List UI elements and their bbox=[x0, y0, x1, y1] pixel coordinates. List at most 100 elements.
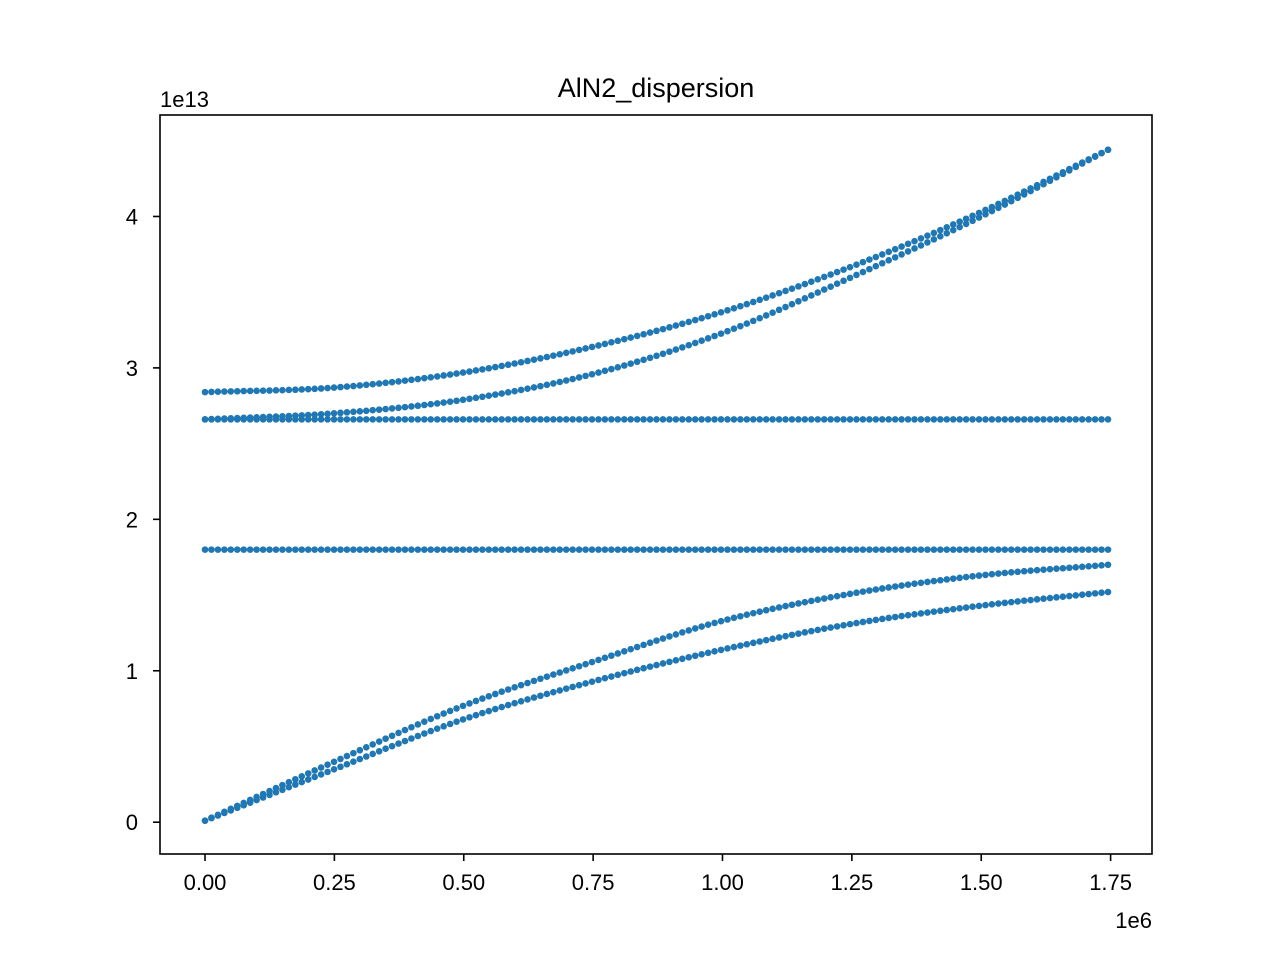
data-point bbox=[666, 546, 673, 553]
data-point bbox=[1020, 416, 1028, 423]
data-point bbox=[498, 546, 506, 553]
data-point bbox=[1078, 416, 1086, 423]
data-point bbox=[685, 627, 693, 634]
data-point bbox=[775, 306, 783, 314]
data-point bbox=[1007, 598, 1015, 606]
data-point bbox=[853, 619, 860, 627]
data-point bbox=[659, 635, 667, 642]
data-point bbox=[704, 621, 712, 629]
data-point bbox=[375, 546, 383, 553]
data-point bbox=[362, 381, 370, 389]
data-point bbox=[601, 416, 609, 423]
data-point bbox=[801, 280, 809, 288]
data-point bbox=[491, 546, 499, 553]
data-point bbox=[304, 411, 312, 419]
data-point bbox=[388, 546, 396, 553]
data-point bbox=[885, 546, 893, 553]
data-point bbox=[569, 665, 576, 672]
data-point bbox=[756, 314, 764, 322]
data-point bbox=[937, 226, 944, 234]
data-point bbox=[859, 618, 867, 626]
data-point bbox=[743, 416, 751, 423]
data-point bbox=[530, 384, 538, 391]
data-point bbox=[717, 617, 725, 625]
data-point bbox=[1001, 197, 1009, 205]
data-point bbox=[659, 350, 667, 358]
data-point bbox=[304, 385, 312, 393]
data-point bbox=[633, 546, 641, 553]
data-point bbox=[401, 403, 409, 411]
data-point bbox=[620, 335, 628, 343]
data-point bbox=[840, 546, 847, 553]
data-point bbox=[827, 594, 834, 601]
data-point bbox=[601, 674, 609, 682]
data-point bbox=[833, 280, 841, 288]
data-point bbox=[362, 407, 370, 415]
data-point bbox=[227, 388, 235, 395]
data-point bbox=[627, 546, 635, 553]
data-point bbox=[924, 239, 931, 246]
data-point bbox=[1098, 561, 1105, 569]
data-point bbox=[788, 546, 796, 553]
data-point bbox=[827, 416, 834, 423]
data-point bbox=[1066, 165, 1073, 173]
data-point bbox=[627, 668, 635, 675]
data-point bbox=[827, 271, 834, 278]
data-point bbox=[620, 669, 628, 677]
data-point bbox=[408, 546, 415, 553]
data-point bbox=[698, 650, 705, 658]
data-point bbox=[408, 376, 415, 384]
x-tick-label: 1.75 bbox=[1089, 870, 1132, 895]
data-point bbox=[569, 375, 576, 383]
data-point bbox=[633, 332, 641, 340]
data-point bbox=[504, 416, 512, 423]
data-point bbox=[878, 585, 886, 592]
data-point bbox=[240, 414, 248, 422]
data-point bbox=[982, 546, 989, 553]
data-point bbox=[388, 378, 396, 386]
data-point bbox=[1085, 590, 1092, 598]
data-point bbox=[1020, 597, 1028, 605]
data-point bbox=[743, 611, 751, 618]
data-point bbox=[1085, 416, 1092, 423]
data-point bbox=[853, 546, 860, 553]
data-point bbox=[511, 387, 518, 395]
data-point bbox=[762, 606, 770, 614]
series-6 bbox=[201, 146, 1112, 396]
data-point bbox=[866, 265, 873, 273]
data-point bbox=[491, 690, 499, 698]
data-point bbox=[221, 546, 228, 553]
data-point bbox=[814, 546, 822, 553]
data-point bbox=[292, 781, 299, 788]
data-point bbox=[711, 332, 718, 340]
data-point bbox=[459, 546, 467, 553]
data-point bbox=[408, 735, 415, 742]
data-point bbox=[1098, 589, 1105, 597]
data-point bbox=[472, 711, 480, 719]
data-point bbox=[995, 546, 1002, 553]
data-point bbox=[433, 373, 441, 380]
data-point bbox=[808, 597, 815, 605]
data-point bbox=[949, 226, 957, 234]
data-point bbox=[911, 580, 918, 588]
data-point bbox=[266, 546, 273, 553]
data-point bbox=[427, 416, 435, 423]
data-point bbox=[878, 416, 886, 423]
data-point bbox=[943, 224, 951, 231]
data-point bbox=[601, 546, 609, 553]
data-point bbox=[1059, 593, 1067, 601]
data-point bbox=[421, 416, 428, 423]
data-point bbox=[685, 653, 693, 661]
data-point bbox=[891, 613, 899, 621]
data-point bbox=[292, 546, 299, 553]
data-point bbox=[388, 405, 396, 412]
data-point bbox=[511, 684, 518, 691]
data-point bbox=[311, 411, 318, 418]
data-point bbox=[356, 416, 364, 423]
data-point bbox=[704, 335, 712, 342]
data-point bbox=[808, 278, 815, 286]
data-point bbox=[620, 648, 628, 655]
data-point bbox=[337, 763, 344, 771]
data-point bbox=[756, 608, 764, 615]
data-point bbox=[749, 416, 757, 423]
